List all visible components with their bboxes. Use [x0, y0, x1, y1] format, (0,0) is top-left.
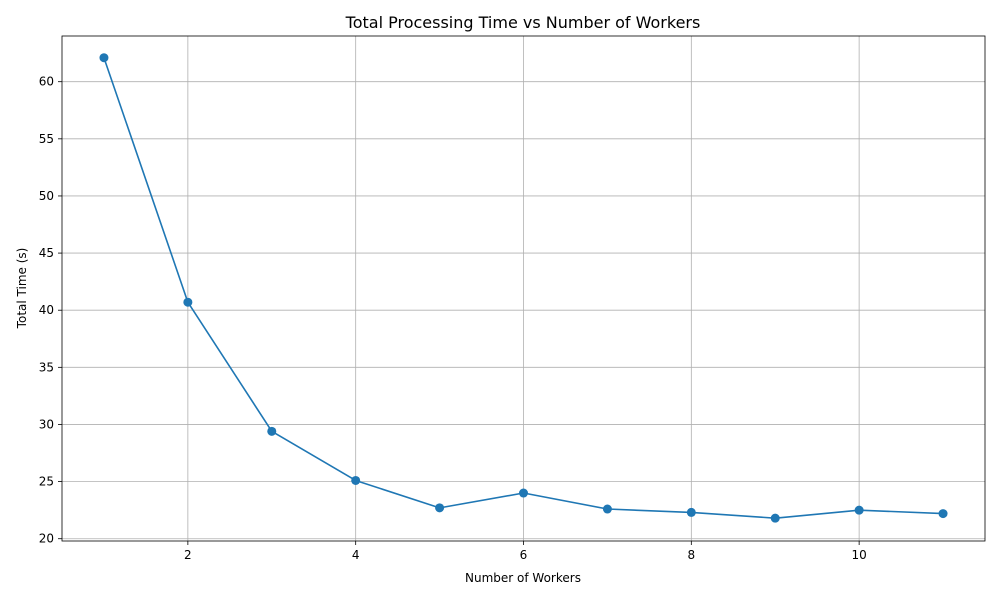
axis-ticks: 2 4 6 8 10 20 25 30 35 40 45 50 55 60 [39, 75, 867, 562]
data-point [770, 513, 780, 523]
data-point [435, 503, 445, 513]
y-axis-label: Total Time (s) [15, 248, 29, 330]
data-point [183, 297, 193, 307]
y-tick-label: 40 [39, 303, 54, 317]
x-tick-label: 2 [184, 548, 192, 562]
chart-title: Total Processing Time vs Number of Worke… [345, 13, 701, 32]
data-point [267, 426, 277, 436]
data-point [99, 53, 109, 63]
x-tick-label: 6 [520, 548, 528, 562]
series-group [99, 53, 948, 523]
data-point [686, 507, 696, 517]
y-tick-label: 60 [39, 75, 54, 89]
data-point [602, 504, 612, 514]
data-point [519, 488, 528, 498]
data-point [351, 475, 361, 485]
y-tick-label: 20 [39, 532, 54, 546]
y-tick-label: 35 [39, 360, 54, 374]
x-tick-label: 4 [352, 548, 360, 562]
y-tick-label: 30 [39, 417, 54, 431]
y-tick-label: 55 [39, 132, 54, 146]
grid-lines [62, 36, 985, 541]
x-tick-label: 8 [687, 548, 695, 562]
y-tick-label: 45 [39, 246, 54, 260]
y-tick-label: 25 [39, 475, 54, 489]
y-tick-label: 50 [39, 189, 54, 203]
data-point [854, 505, 864, 515]
x-axis-label: Number of Workers [465, 571, 581, 585]
x-tick-label: 10 [851, 548, 866, 562]
data-point [938, 509, 948, 519]
